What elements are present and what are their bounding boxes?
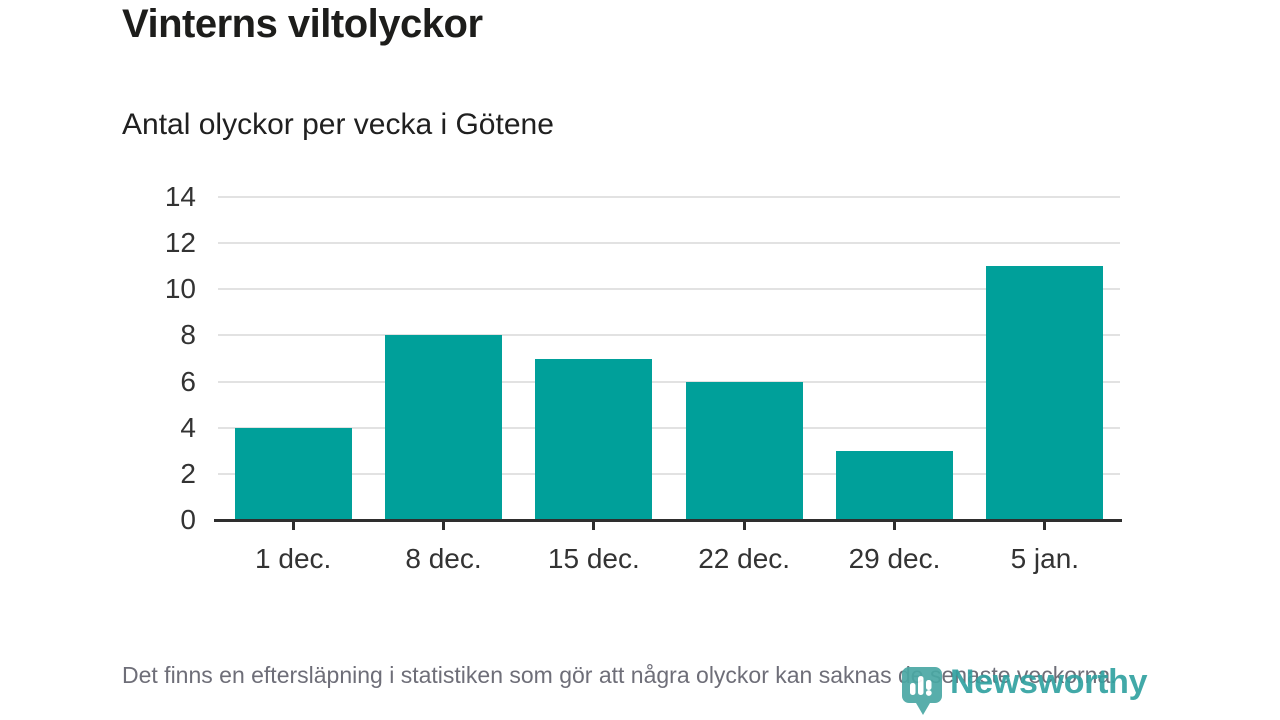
bar — [535, 358, 653, 520]
x-axis-tick-label: 22 dec. — [698, 543, 791, 574]
y-axis-tick-label: 10 — [164, 273, 196, 305]
chart-title: Vinterns viltolyckor — [122, 2, 483, 46]
y-axis-tick-label: 4 — [180, 411, 196, 443]
bar-chart-plot-area — [214, 196, 1122, 530]
brand-name: Newsworthy — [950, 663, 1148, 701]
y-axis-tick-label: 0 — [180, 504, 196, 535]
bar — [234, 427, 352, 520]
gridline — [218, 196, 1120, 198]
x-axis-tick-label: 1 dec. — [255, 543, 332, 574]
x-axis-tick — [1043, 521, 1047, 530]
y-axis-tick-label: 6 — [180, 365, 196, 397]
x-axis-tick-label: 5 jan. — [1010, 543, 1080, 574]
x-axis-tick — [742, 521, 746, 530]
bar — [385, 335, 502, 520]
gridline — [218, 426, 1120, 429]
bar-chart-pin-icon — [902, 667, 942, 715]
gridline — [218, 242, 1120, 245]
x-axis-tick — [893, 521, 896, 530]
gridline — [218, 472, 1120, 475]
footnote: Det finns en eftersläpning i statistiken… — [122, 662, 1117, 688]
bar — [685, 381, 803, 520]
bar — [986, 266, 1104, 520]
x-axis-tick-label: 15 dec. — [547, 543, 640, 574]
y-axis-tick-label: 14 — [164, 181, 196, 212]
x-axis-tick-label: 8 dec. — [405, 543, 482, 574]
y-axis-tick-label: 2 — [180, 457, 196, 489]
chart-subtitle: Antal olyckor per vecka i Götene — [122, 108, 554, 141]
newsworthy-logo: Newsworthy — [901, 662, 1148, 716]
y-axis-labels: 0 2 4 6 8 10 12 14 — [0, 181, 204, 535]
x-axis-labels: 1 dec. 8 dec. 15 dec. 22 dec. 29 dec. 5 jan. — [218, 532, 1120, 576]
x-axis-tick-label: 29 dec. — [848, 543, 941, 574]
y-axis-tick-label: 8 — [180, 319, 196, 351]
gridline — [218, 380, 1120, 383]
x-axis-line — [214, 519, 1122, 522]
x-axis-tick — [442, 521, 445, 530]
x-axis-tick — [592, 521, 596, 530]
gridline — [218, 288, 1120, 291]
gridline — [218, 334, 1120, 337]
bar — [836, 450, 953, 520]
y-axis-tick-label: 12 — [164, 227, 196, 259]
x-axis-tick — [291, 521, 295, 530]
